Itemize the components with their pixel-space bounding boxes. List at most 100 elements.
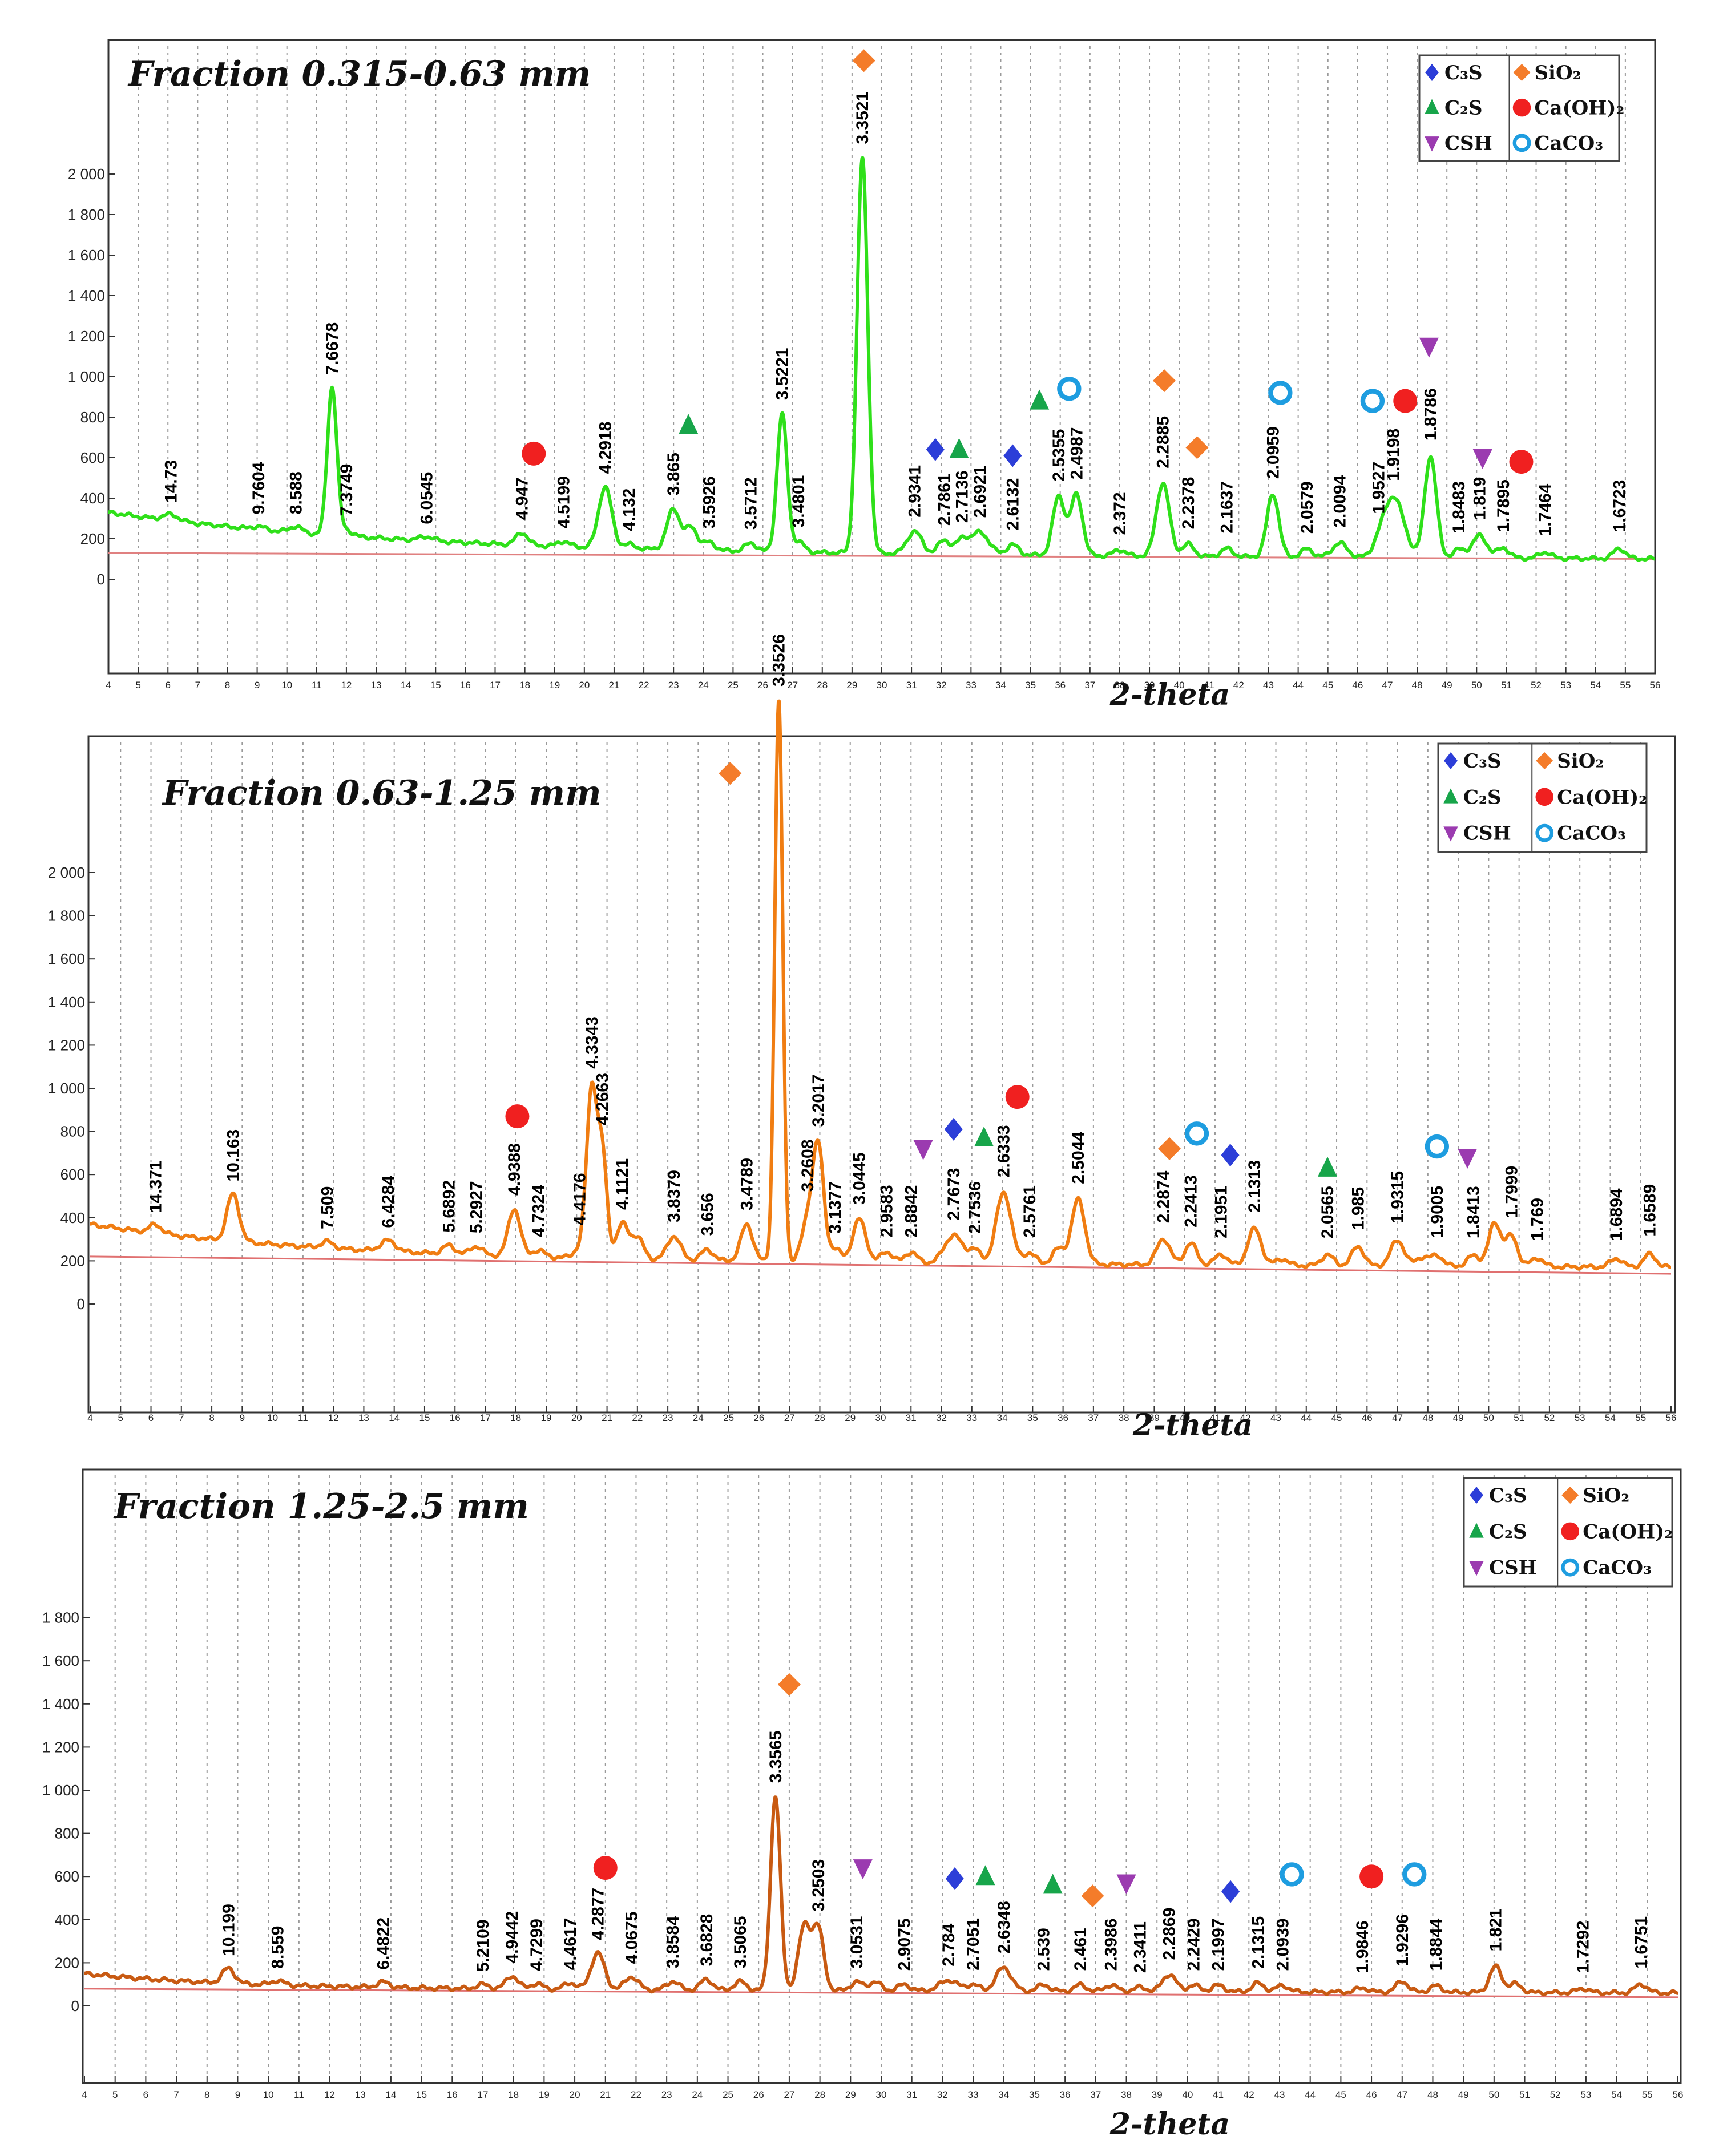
x-tick-label: 53 [1560, 680, 1571, 691]
y-tick-label: 1 400 [48, 994, 85, 1011]
peak-label: 2.3411 [1131, 1921, 1150, 1973]
peak-label: 3.2608 [798, 1140, 817, 1192]
peak-label: 2.6333 [995, 1125, 1014, 1177]
y-tick-label: 600 [60, 1166, 85, 1183]
x-tick-label: 44 [1293, 680, 1304, 691]
y-tick-label: 200 [60, 1252, 85, 1269]
legend-label: C₃S [1444, 62, 1483, 84]
peak-label: 4.2663 [594, 1073, 612, 1125]
peak-label: 3.4801 [789, 475, 808, 528]
x-tick-label: 14 [401, 680, 411, 691]
peak-label: 1.985 [1349, 1187, 1367, 1230]
x-tick-label: 53 [1580, 2089, 1591, 2100]
x-tick-label: 49 [1453, 1412, 1464, 1423]
chart-title: Fraction 1.25-2.5 mm [113, 1487, 529, 1527]
x-tick-label: 10 [263, 2089, 274, 2100]
x-tick-label: 27 [784, 1412, 795, 1423]
peak-label: 1.9198 [1384, 429, 1403, 481]
x-tick-label: 21 [600, 2089, 611, 2100]
x-tick-label: 40 [1182, 2089, 1193, 2100]
peak-label: 14.73 [162, 460, 180, 503]
x-tick-label: 12 [328, 1412, 339, 1423]
phase-marker-c3s [945, 1867, 964, 1890]
peak-label: 3.5065 [731, 1916, 750, 1969]
y-tick-label: 1 600 [42, 1652, 79, 1669]
peak-label: 8.588 [286, 471, 305, 514]
x-tick-label: 54 [1605, 1412, 1616, 1423]
legend-label: SiO₂ [1535, 62, 1581, 84]
x-tick-label: 44 [1305, 2089, 1316, 2100]
phase-marker-caco3 [1425, 1134, 1450, 1159]
x-tick-label: 17 [480, 1412, 491, 1423]
x-tick-label: 22 [639, 680, 649, 691]
peak-label: 10.199 [219, 1904, 238, 1956]
legend-label: C₂S [1444, 97, 1483, 120]
x-tick-label: 31 [906, 1412, 917, 1423]
peak-label: 2.539 [1035, 1928, 1054, 1971]
x-tick-label: 13 [358, 1412, 369, 1423]
background-line [108, 552, 1656, 560]
x-tick-label: 19 [549, 680, 560, 691]
legend-icon-sio2 [1513, 64, 1531, 81]
peak-label: 2.1637 [1218, 481, 1237, 534]
peak-label: 4.4176 [571, 1173, 590, 1225]
legend-label: Ca(OH)₂ [1557, 786, 1647, 809]
peak-label: 1.7895 [1494, 479, 1513, 532]
legend-icon-caoh2 [1535, 788, 1553, 806]
x-tick-label: 13 [371, 680, 382, 691]
x-tick-label: 42 [1240, 1412, 1251, 1423]
plot-frame [87, 735, 1676, 1414]
peak-label: 1.821 [1487, 1908, 1506, 1951]
x-tick-label: 18 [510, 1412, 521, 1423]
phase-marker-caco3 [1280, 1862, 1304, 1887]
x-tick-label: 13 [355, 2089, 366, 2100]
x-tick-label: 16 [447, 2089, 458, 2100]
peak-label: 2.7051 [964, 1918, 983, 1971]
phase-marker-caoh2 [593, 1856, 618, 1880]
x-tick-label: 33 [966, 1412, 977, 1423]
peak-label: 1.9315 [1389, 1171, 1407, 1224]
x-tick-label: 51 [1501, 680, 1512, 691]
x-tick-label: 22 [631, 2089, 641, 2100]
peak-label: 2.784 [939, 1923, 958, 1966]
peak-label: 2.2869 [1160, 1908, 1179, 1960]
y-tick-label: 2 000 [48, 864, 85, 881]
phase-marker-c2s [1030, 389, 1050, 410]
peak-label: 5.2109 [474, 1919, 493, 1972]
y-tick-label: 400 [60, 1209, 85, 1226]
phase-marker-sio2 [852, 49, 875, 72]
x-tick-label: 25 [723, 2089, 733, 2100]
peak-label: 2.9341 [905, 465, 924, 518]
legend-label: Ca(OH)₂ [1583, 1520, 1673, 1543]
y-tick-label: 0 [77, 1295, 85, 1313]
legend: C₃S SiO₂ C₂S Ca(OH)₂ CSH CaCO₃ [1418, 54, 1624, 162]
peak-label: 1.8786 [1422, 388, 1440, 441]
x-tick-label: 46 [1366, 2089, 1377, 2100]
peak-label: 4.5199 [554, 476, 573, 528]
peak-label: 1.8483 [1450, 481, 1468, 534]
legend: C₃S SiO₂ C₂S Ca(OH)₂ CSH CaCO₃ [1437, 742, 1648, 853]
peak-label: 3.2503 [809, 1859, 828, 1912]
x-tick-label: 55 [1620, 680, 1631, 691]
x-tick-label: 33 [968, 2089, 979, 2100]
x-tick-label: 5 [118, 1412, 123, 1423]
x-tick-label: 25 [728, 680, 739, 691]
x-tick-label: 23 [661, 2089, 672, 2100]
peak-label: 3.3526 [770, 634, 789, 687]
peak-label: 3.3565 [766, 1731, 785, 1783]
peak-label: 2.0959 [1264, 426, 1282, 479]
peak-label: 1.769 [1528, 1198, 1547, 1241]
peak-label: 2.372 [1111, 492, 1129, 535]
x-tick-label: 50 [1483, 1412, 1494, 1423]
phase-marker-caco3 [1402, 1862, 1427, 1887]
x-tick-label: 23 [663, 1412, 673, 1423]
background-line [84, 1988, 1678, 1998]
peak-label: 2.1315 [1249, 1916, 1268, 1969]
x-tick-label: 34 [997, 1412, 1008, 1423]
peak-label: 3.4789 [738, 1158, 757, 1210]
peak-label: 3.6828 [697, 1914, 716, 1967]
legend-icon-sio2 [1536, 752, 1553, 769]
x-tick-label: 39 [1149, 1412, 1160, 1423]
phase-marker-csh [1116, 1874, 1136, 1895]
phase-marker-c2s [1318, 1156, 1338, 1177]
